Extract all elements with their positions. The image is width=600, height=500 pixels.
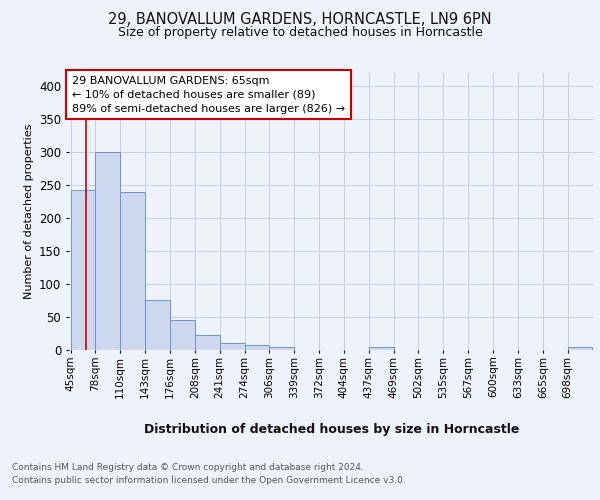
Bar	[568, 348, 592, 350]
Bar	[245, 346, 269, 350]
Bar	[269, 346, 294, 350]
Bar	[71, 190, 95, 350]
Bar	[120, 192, 145, 350]
Bar	[195, 335, 220, 350]
Text: Contains public sector information licensed under the Open Government Licence v3: Contains public sector information licen…	[12, 476, 406, 485]
Text: Contains HM Land Registry data © Crown copyright and database right 2024.: Contains HM Land Registry data © Crown c…	[12, 462, 364, 471]
Text: Distribution of detached houses by size in Horncastle: Distribution of detached houses by size …	[144, 422, 520, 436]
Bar	[145, 300, 170, 350]
Bar	[369, 348, 394, 350]
Bar	[95, 152, 120, 350]
Y-axis label: Number of detached properties: Number of detached properties	[23, 124, 34, 299]
Text: 29, BANOVALLUM GARDENS, HORNCASTLE, LN9 6PN: 29, BANOVALLUM GARDENS, HORNCASTLE, LN9 …	[108, 12, 492, 28]
Text: Size of property relative to detached houses in Horncastle: Size of property relative to detached ho…	[118, 26, 482, 39]
Bar	[170, 320, 195, 350]
Text: 29 BANOVALLUM GARDENS: 65sqm
← 10% of detached houses are smaller (89)
89% of se: 29 BANOVALLUM GARDENS: 65sqm ← 10% of de…	[72, 76, 345, 114]
Bar	[220, 344, 245, 350]
